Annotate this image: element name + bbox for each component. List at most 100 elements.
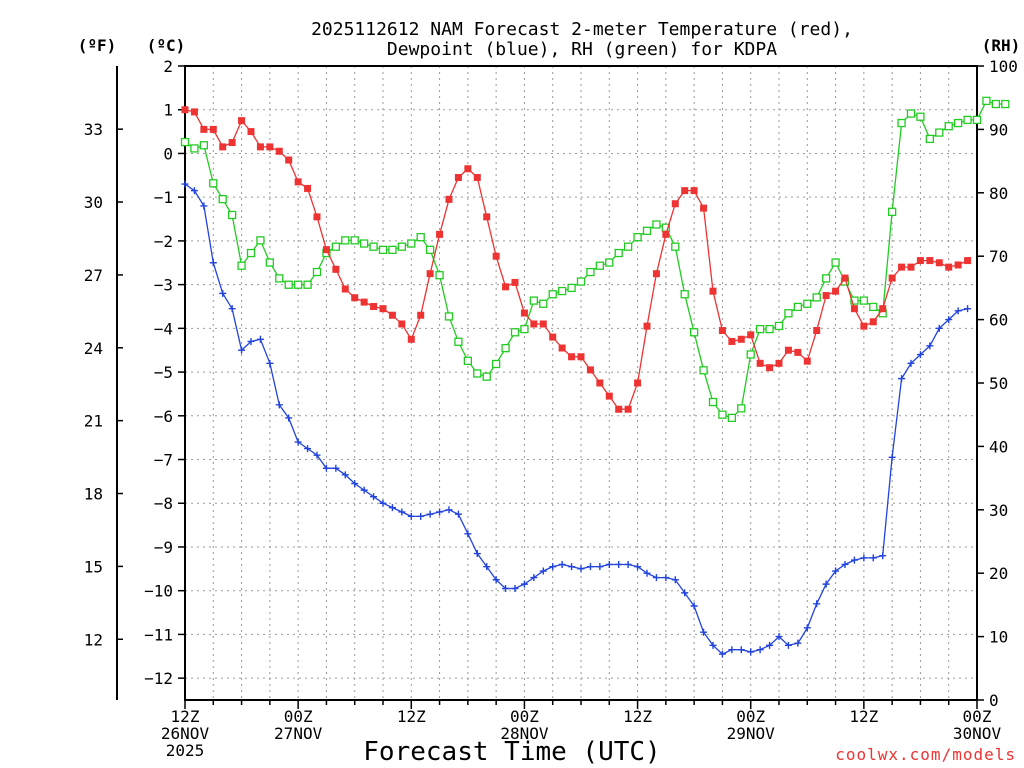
rh-point [859,296,869,305]
dewpoint-point [718,650,726,658]
dewpoint-point [294,438,302,446]
rh-point [463,356,473,365]
temperature-point [256,143,264,151]
rh-point [652,220,661,229]
rh-point [218,194,227,204]
dewpoint-point [539,567,547,575]
dewpoint-point [832,567,840,575]
rh-point [425,245,435,255]
temperature-point [728,337,736,345]
rh-tick-label: 20 [989,564,1008,583]
rh-point [850,296,859,305]
dewpoint-point [916,351,924,359]
temperature-point [294,178,302,186]
dewpoint-point [596,563,604,571]
temperature-line [184,109,968,410]
temperature-point [228,139,236,147]
credit-text: coolwx.com/models [835,745,1016,764]
gridlines [185,65,977,700]
dewpoint-point [266,359,274,367]
temperature-point [596,379,604,387]
dewpoint-point [935,324,943,332]
rh-point [925,134,935,144]
rh-point [623,242,633,251]
dewpoint-point [879,552,887,560]
axes [116,65,984,709]
dewpoint-point [549,563,557,571]
dewpoint-point [304,445,312,453]
rh-tick-label: 30 [989,501,1008,520]
time-tick-label: 12Z [397,707,426,726]
rh-point [473,369,482,378]
rh-point [671,242,680,251]
rh-point [209,179,218,188]
temperature-point [888,274,896,282]
dewpoint-point [200,202,208,210]
temperature-point [775,359,783,367]
rh-point [407,239,416,248]
plot-frame [184,65,978,701]
celsius-tick-label: −3 [154,276,173,295]
celsius-tick-label: 1 [163,101,173,120]
fahrenheit-tick-label: 27 [84,266,103,285]
temperature-series [181,106,972,413]
rh-point [397,242,407,251]
dewpoint-point [700,628,708,636]
fahrenheit-tick-label: 24 [84,339,103,358]
temperature-point [709,287,717,295]
dewpoint-point [615,560,623,568]
temperature-point [322,246,330,254]
temperature-point [907,263,915,271]
celsius-tick-label: −6 [154,407,173,426]
rh-tick-label: 90 [989,120,1008,139]
rh-point [416,233,425,242]
dewpoint-point [926,342,934,350]
dewpoint-point [568,563,576,571]
rh-point [576,277,586,286]
temperature-point [605,392,613,400]
rh-point [803,299,812,308]
rh-point [359,239,369,248]
temperature-point [275,147,283,155]
temperature-point [879,305,887,313]
dewpoint-point [285,414,293,422]
temperature-point [247,128,255,136]
temperature-point [181,106,189,114]
rh-tick-label: 70 [989,247,1008,266]
dewpoint-point [634,563,642,571]
temperature-point [360,298,368,306]
fahrenheit-tick-label: 15 [84,557,103,576]
dewpoint-point [652,574,660,582]
rh-point [935,128,944,137]
temperature-point [285,156,293,164]
time-tick-label: 00Z [284,707,313,726]
time-tick-label: 00Z [736,707,765,726]
rh-point [341,236,350,245]
rh-point [491,359,501,369]
dewpoint-point [322,464,330,472]
rh-point [265,258,275,267]
rh-point [190,144,199,153]
dewpoint-point [228,305,236,313]
dewpoint-point [181,180,189,188]
temperature-point [511,278,519,286]
rh-tick-label: 50 [989,374,1008,393]
celsius-tick-label: −2 [154,232,173,251]
dewpoint-point [690,602,698,610]
temperature-point [671,200,679,208]
dewpoint-point [775,633,783,641]
celsius-tick-label: −5 [154,363,173,382]
rh-point [529,296,539,305]
dewpoint-point [454,510,462,518]
rh-point [869,302,878,312]
rh-point [199,141,209,150]
rh-point [991,99,1001,109]
time-tick-label: 2025 [166,741,205,760]
rh-point [755,324,765,334]
dewpoint-point [511,585,519,593]
celsius-tick-label: −8 [154,494,173,513]
temperature-point [454,173,462,181]
temperature-point [313,213,321,221]
fahrenheit-tick-label: 30 [84,193,103,212]
dewpoint-point [794,639,802,647]
